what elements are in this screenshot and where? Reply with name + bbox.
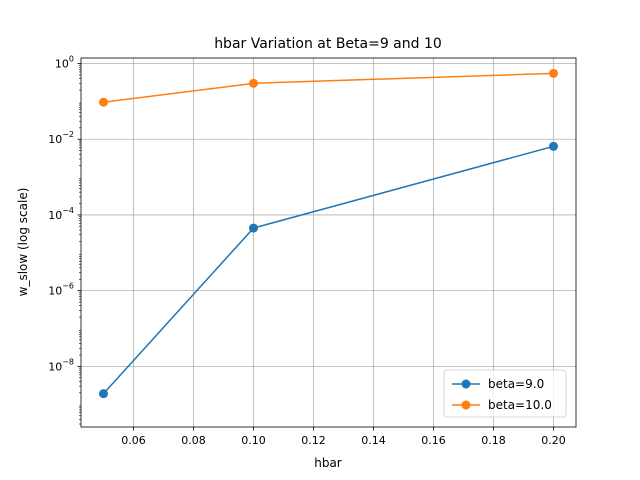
x-tick-label: 0.14 xyxy=(361,434,386,447)
data-point xyxy=(249,78,258,88)
y-axis-label: w_slow (log scale) xyxy=(16,188,30,297)
x-tick-label: 0.08 xyxy=(181,434,206,447)
legend-swatch-marker xyxy=(461,400,471,410)
y-axis-ticks: 10−8 10−6 10−4 10−2 100 xyxy=(48,55,81,425)
x-tick-label: 0.10 xyxy=(241,434,266,447)
data-point xyxy=(99,389,108,399)
grid-lines xyxy=(81,58,576,427)
x-tick-label: 0.06 xyxy=(121,434,146,447)
x-tick-label: 0.20 xyxy=(541,434,566,447)
data-point xyxy=(249,223,258,233)
y-tick-label: 10−2 xyxy=(48,130,74,146)
data-point xyxy=(99,97,108,107)
legend-label: beta=9.0 xyxy=(488,377,544,391)
x-axis-ticks: 0.06 0.08 0.10 0.12 0.14 0.16 0.18 0.20 xyxy=(121,427,566,447)
legend-swatch-marker xyxy=(461,379,471,389)
y-tick-label: 10−4 xyxy=(48,206,74,222)
x-tick-label: 0.12 xyxy=(301,434,326,447)
y-tick-label: 100 xyxy=(55,55,74,71)
y-tick-label: 10−8 xyxy=(48,357,74,373)
plot-area-frame xyxy=(80,57,577,428)
legend: beta=9.0 beta=10.0 xyxy=(443,369,567,418)
data-point xyxy=(549,68,558,78)
x-tick-label: 0.16 xyxy=(421,434,446,447)
x-tick-label: 0.18 xyxy=(481,434,506,447)
y-tick-label: 10−6 xyxy=(48,282,74,298)
series-layer xyxy=(99,68,558,399)
data-point xyxy=(549,141,558,151)
legend-label: beta=10.0 xyxy=(488,398,552,412)
x-axis-label: hbar xyxy=(314,456,342,470)
chart-title: hbar Variation at Beta=9 and 10 xyxy=(214,36,442,52)
